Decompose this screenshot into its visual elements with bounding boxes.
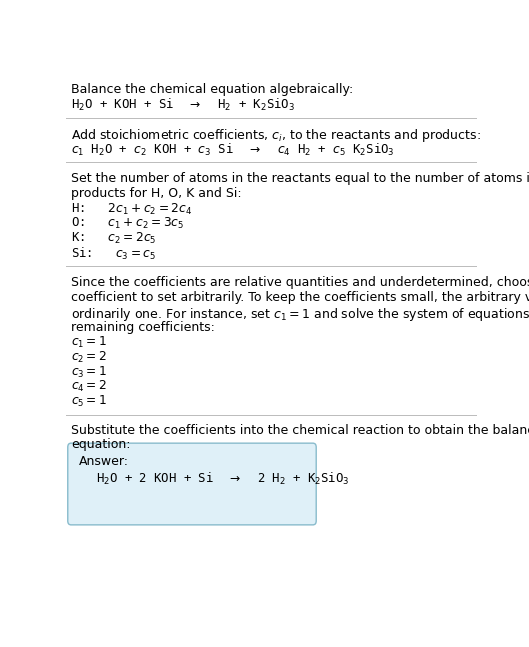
Text: $c_1 = 1$: $c_1 = 1$ bbox=[71, 335, 107, 350]
Text: H:   $2 c_1 + c_2 = 2 c_4$: H: $2 c_1 + c_2 = 2 c_4$ bbox=[71, 202, 193, 217]
Text: Balance the chemical equation algebraically:: Balance the chemical equation algebraica… bbox=[71, 83, 353, 96]
FancyBboxPatch shape bbox=[68, 443, 316, 525]
Text: $c_3 = 1$: $c_3 = 1$ bbox=[71, 365, 107, 380]
Text: products for H, O, K and Si:: products for H, O, K and Si: bbox=[71, 187, 242, 200]
Text: H$_2$O + KOH + Si  $\rightarrow$  H$_2$ + K$_2$SiO$_3$: H$_2$O + KOH + Si $\rightarrow$ H$_2$ + … bbox=[71, 97, 295, 113]
Text: coefficient to set arbitrarily. To keep the coefficients small, the arbitrary va: coefficient to set arbitrarily. To keep … bbox=[71, 291, 529, 304]
Text: Si:   $c_3 = c_5$: Si: $c_3 = c_5$ bbox=[71, 246, 156, 262]
Text: Since the coefficients are relative quantities and underdetermined, choose a: Since the coefficients are relative quan… bbox=[71, 276, 529, 289]
Text: Substitute the coefficients into the chemical reaction to obtain the balanced: Substitute the coefficients into the che… bbox=[71, 424, 529, 437]
Text: $c_2 = 2$: $c_2 = 2$ bbox=[71, 350, 107, 365]
Text: $c_5 = 1$: $c_5 = 1$ bbox=[71, 394, 107, 409]
Text: $c_1$ H$_2$O + $c_2$ KOH + $c_3$ Si  $\rightarrow$  $c_4$ H$_2$ + $c_5$ K$_2$SiO: $c_1$ H$_2$O + $c_2$ KOH + $c_3$ Si $\ri… bbox=[71, 142, 395, 158]
Text: Set the number of atoms in the reactants equal to the number of atoms in the: Set the number of atoms in the reactants… bbox=[71, 172, 529, 185]
Text: $c_4 = 2$: $c_4 = 2$ bbox=[71, 379, 107, 395]
Text: remaining coefficients:: remaining coefficients: bbox=[71, 320, 215, 333]
Text: Add stoichiometric coefficients, $c_i$, to the reactants and products:: Add stoichiometric coefficients, $c_i$, … bbox=[71, 127, 481, 144]
Text: equation:: equation: bbox=[71, 438, 131, 452]
Text: K:   $c_2 = 2 c_5$: K: $c_2 = 2 c_5$ bbox=[71, 231, 157, 246]
Text: O:   $c_1 + c_2 = 3 c_5$: O: $c_1 + c_2 = 3 c_5$ bbox=[71, 216, 184, 232]
Text: ordinarily one. For instance, set $c_1 = 1$ and solve the system of equations fo: ordinarily one. For instance, set $c_1 =… bbox=[71, 306, 529, 323]
Text: H$_2$O + 2 KOH + Si  $\rightarrow$  2 H$_2$ + K$_2$SiO$_3$: H$_2$O + 2 KOH + Si $\rightarrow$ 2 H$_2… bbox=[96, 471, 349, 487]
Text: Answer:: Answer: bbox=[79, 455, 129, 468]
